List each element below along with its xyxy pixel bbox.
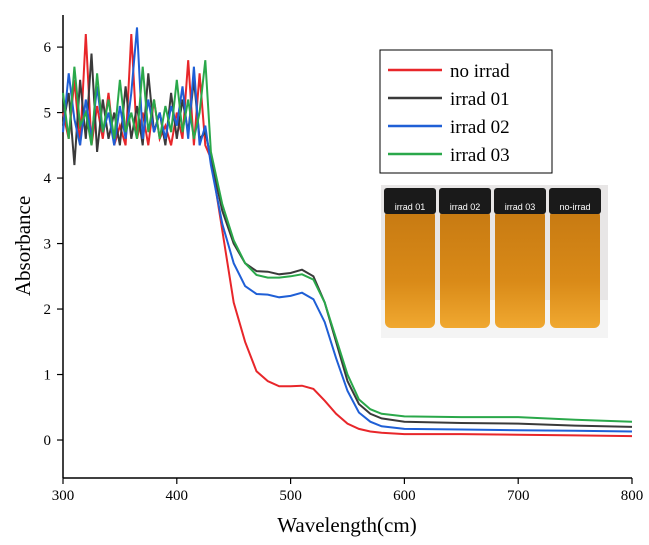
x-axis-label: Wavelength(cm) bbox=[277, 513, 416, 537]
y-axis-label: Absorbance bbox=[11, 196, 35, 296]
y-tick-label: 3 bbox=[44, 237, 52, 253]
x-tick-label: 400 bbox=[166, 488, 189, 504]
bottle-cap bbox=[549, 188, 601, 214]
data-line bbox=[62, 60, 633, 423]
y-tick-label: 1 bbox=[44, 368, 52, 384]
bottle-cap bbox=[384, 188, 436, 214]
y-tick-label: 6 bbox=[44, 40, 52, 56]
x-tick-label: 500 bbox=[279, 488, 302, 504]
x-tick-label: 300 bbox=[52, 488, 75, 504]
legend-label: irrad 03 bbox=[450, 145, 510, 166]
x-tick-label: 600 bbox=[393, 488, 416, 504]
inset-photo: irrad 01 irrad 02 irrad 03 no-irrad bbox=[381, 185, 608, 338]
inset-label: irrad 01 bbox=[395, 202, 426, 212]
data-line bbox=[62, 27, 633, 433]
bottle-cap bbox=[494, 188, 546, 214]
bottle-cap bbox=[439, 188, 491, 214]
legend-label: irrad 01 bbox=[450, 89, 510, 110]
bottle-glass bbox=[440, 210, 490, 328]
y-tick-label: 0 bbox=[44, 433, 52, 449]
inset-label: irrad 02 bbox=[450, 202, 481, 212]
bottle-glass bbox=[550, 210, 600, 328]
y-tick-label: 4 bbox=[44, 171, 52, 187]
x-tick-label: 700 bbox=[507, 488, 530, 504]
inset-label: no-irrad bbox=[559, 202, 590, 212]
bottle-glass bbox=[495, 210, 545, 328]
inset-label: irrad 03 bbox=[505, 202, 536, 212]
y-tick-label: 5 bbox=[44, 106, 52, 122]
legend-label: irrad 02 bbox=[450, 117, 510, 138]
bottle-glass bbox=[385, 210, 435, 328]
legend-label: no irrad bbox=[450, 61, 510, 82]
y-tick-label: 2 bbox=[44, 302, 52, 318]
x-tick-label: 800 bbox=[621, 488, 644, 504]
